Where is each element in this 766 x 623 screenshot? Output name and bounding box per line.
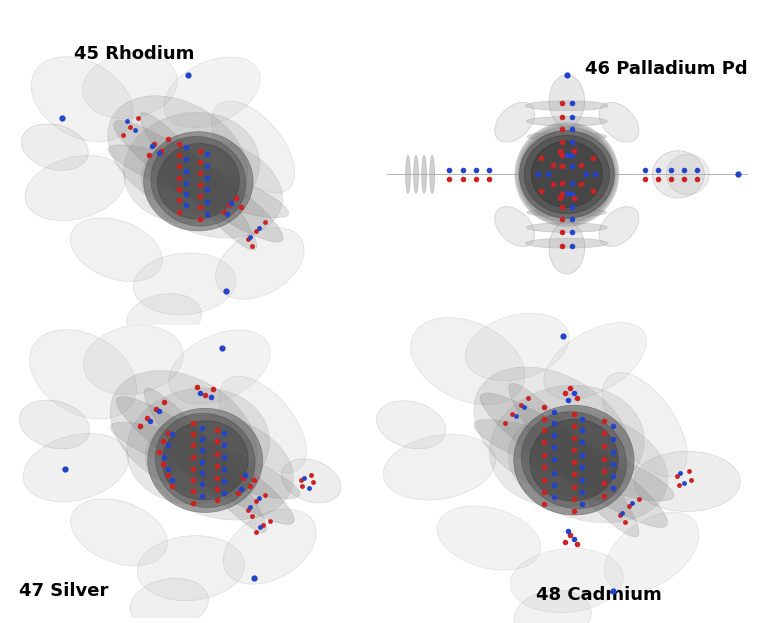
Ellipse shape <box>525 238 608 248</box>
Ellipse shape <box>110 422 300 499</box>
Ellipse shape <box>211 101 295 193</box>
Ellipse shape <box>549 75 584 127</box>
Ellipse shape <box>666 155 709 194</box>
Ellipse shape <box>108 96 248 212</box>
Ellipse shape <box>216 227 304 299</box>
Ellipse shape <box>599 207 639 247</box>
Ellipse shape <box>430 156 434 193</box>
Ellipse shape <box>522 412 627 508</box>
Ellipse shape <box>23 434 129 502</box>
Ellipse shape <box>528 147 606 156</box>
Ellipse shape <box>148 408 263 513</box>
Ellipse shape <box>31 57 133 142</box>
Ellipse shape <box>524 135 610 214</box>
Ellipse shape <box>516 126 618 222</box>
Ellipse shape <box>480 393 667 528</box>
Ellipse shape <box>509 412 668 523</box>
Ellipse shape <box>514 590 591 623</box>
Ellipse shape <box>113 120 283 242</box>
Ellipse shape <box>525 101 608 111</box>
Ellipse shape <box>83 325 183 394</box>
Ellipse shape <box>144 131 253 231</box>
Ellipse shape <box>437 506 541 570</box>
Text: 48 Cadmium: 48 Cadmium <box>535 586 661 604</box>
Ellipse shape <box>383 434 496 500</box>
Ellipse shape <box>162 421 248 500</box>
Ellipse shape <box>70 218 162 282</box>
Ellipse shape <box>515 127 619 222</box>
Ellipse shape <box>527 132 607 141</box>
Ellipse shape <box>518 123 616 226</box>
Ellipse shape <box>529 159 605 168</box>
Ellipse shape <box>489 385 644 506</box>
Text: 45 Rhodium: 45 Rhodium <box>74 45 195 63</box>
Ellipse shape <box>127 293 201 343</box>
Ellipse shape <box>509 383 639 537</box>
Ellipse shape <box>137 536 244 601</box>
Text: 46 Palladium Pd: 46 Palladium Pd <box>585 60 748 78</box>
Ellipse shape <box>652 151 705 198</box>
Ellipse shape <box>414 156 418 193</box>
Ellipse shape <box>516 126 618 222</box>
Ellipse shape <box>70 499 168 566</box>
Ellipse shape <box>526 223 607 232</box>
Ellipse shape <box>224 509 316 584</box>
Ellipse shape <box>164 57 260 128</box>
Ellipse shape <box>130 578 208 623</box>
Ellipse shape <box>155 413 255 508</box>
Ellipse shape <box>133 253 236 315</box>
Ellipse shape <box>519 122 614 227</box>
Ellipse shape <box>634 451 740 511</box>
Ellipse shape <box>530 419 618 501</box>
Ellipse shape <box>108 145 289 218</box>
Ellipse shape <box>19 400 90 449</box>
Ellipse shape <box>474 367 631 497</box>
Ellipse shape <box>604 512 699 592</box>
Ellipse shape <box>544 323 647 399</box>
Ellipse shape <box>532 141 602 207</box>
Ellipse shape <box>599 102 639 142</box>
Ellipse shape <box>142 138 283 238</box>
Ellipse shape <box>518 123 616 226</box>
Ellipse shape <box>474 419 674 501</box>
Ellipse shape <box>529 181 605 189</box>
Ellipse shape <box>151 136 246 226</box>
Ellipse shape <box>527 207 607 217</box>
Ellipse shape <box>219 376 306 473</box>
Ellipse shape <box>495 207 535 247</box>
Ellipse shape <box>30 330 136 419</box>
Ellipse shape <box>146 416 293 520</box>
Ellipse shape <box>25 156 126 221</box>
Text: 47 Silver: 47 Silver <box>19 582 109 600</box>
Ellipse shape <box>144 388 267 533</box>
Ellipse shape <box>21 124 88 170</box>
Ellipse shape <box>376 401 446 449</box>
Ellipse shape <box>495 102 535 142</box>
Ellipse shape <box>281 459 341 503</box>
Ellipse shape <box>157 143 239 219</box>
Ellipse shape <box>602 373 687 477</box>
Ellipse shape <box>116 397 294 525</box>
Ellipse shape <box>519 122 614 227</box>
Ellipse shape <box>510 548 624 612</box>
Ellipse shape <box>528 193 606 202</box>
Ellipse shape <box>422 156 427 193</box>
Ellipse shape <box>140 113 257 250</box>
Ellipse shape <box>110 371 257 493</box>
Ellipse shape <box>406 156 411 193</box>
Ellipse shape <box>465 313 569 381</box>
Ellipse shape <box>526 117 607 126</box>
Ellipse shape <box>549 222 584 274</box>
Ellipse shape <box>123 112 260 223</box>
Ellipse shape <box>514 406 634 515</box>
Ellipse shape <box>516 125 617 224</box>
Ellipse shape <box>516 125 617 224</box>
Ellipse shape <box>411 318 525 404</box>
Ellipse shape <box>519 131 614 218</box>
Ellipse shape <box>83 52 178 118</box>
Ellipse shape <box>126 388 270 504</box>
Ellipse shape <box>169 330 270 404</box>
